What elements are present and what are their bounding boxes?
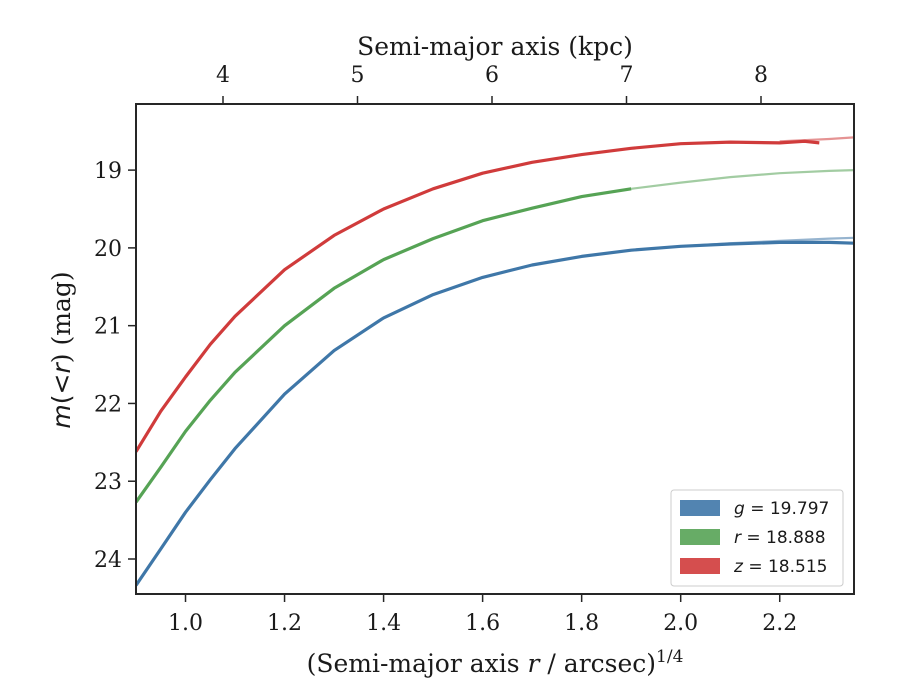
legend-label-z: z = 18.515 <box>733 557 827 577</box>
y-tick-label: 19 <box>94 159 122 184</box>
y-tick-label: 24 <box>94 548 122 573</box>
x-axis-ticks: 1.0 1.2 1.4 1.6 1.8 2.0 2.2 <box>168 594 797 636</box>
legend-swatch-z <box>680 558 720 574</box>
x-axis-title: (Semi-major axis r / arcsec)1/4 <box>307 647 684 678</box>
series-g-line <box>136 240 854 587</box>
x-tick-label: 2.0 <box>663 611 698 636</box>
y-axis-title: m(<r) (mag) <box>47 271 76 428</box>
x-tick-label: 1.2 <box>267 611 302 636</box>
top-tick-label: 6 <box>485 63 499 88</box>
legend-label-r: r = 18.888 <box>734 528 826 548</box>
y-axis-title-tail: ) (mag) <box>47 271 76 363</box>
legend: g = 19.797 r = 18.888 z = 18.515 <box>670 489 844 587</box>
x-axis-title-tail: / arcsec) <box>539 649 656 678</box>
x-tick-label: 1.4 <box>366 611 401 636</box>
y-tick-label: 20 <box>94 237 122 262</box>
x-tick-label: 1.8 <box>564 611 599 636</box>
series-r-line <box>136 187 632 504</box>
top-axis-title: Semi-major axis (kpc) <box>357 32 633 61</box>
y-axis-title-mid: (< <box>47 374 76 405</box>
y-tick-label: 22 <box>94 392 122 417</box>
legend-label-g: g = 19.797 <box>734 499 829 519</box>
x-axis-title-exponent: 1/4 <box>656 647 683 667</box>
legend-swatch-r <box>680 529 720 545</box>
top-tick-label: 7 <box>620 63 634 88</box>
plot-frame <box>135 103 855 595</box>
legend-swatch-g <box>680 500 720 516</box>
top-tick-label: 8 <box>754 63 768 88</box>
x-axis-title-var: r <box>528 649 542 678</box>
series-r-model-line <box>631 169 854 190</box>
series-layer <box>136 136 854 587</box>
top-tick-label: 5 <box>351 63 365 88</box>
y-axis-ticks: 19 20 21 22 23 24 <box>94 159 136 573</box>
y-tick-label: 21 <box>94 315 122 340</box>
x-tick-label: 1.0 <box>168 611 203 636</box>
y-axis-title-m: m <box>47 404 76 428</box>
top-axis-ticks: 4 5 6 7 8 <box>216 63 768 104</box>
x-tick-label: 2.2 <box>762 611 797 636</box>
top-tick-label: 4 <box>216 63 230 88</box>
x-axis-title-main: (Semi-major axis <box>307 649 528 678</box>
y-axis-title-r: r <box>47 362 76 374</box>
y-tick-label: 23 <box>94 470 122 495</box>
series-z-line <box>136 139 820 453</box>
x-tick-label: 1.6 <box>465 611 500 636</box>
